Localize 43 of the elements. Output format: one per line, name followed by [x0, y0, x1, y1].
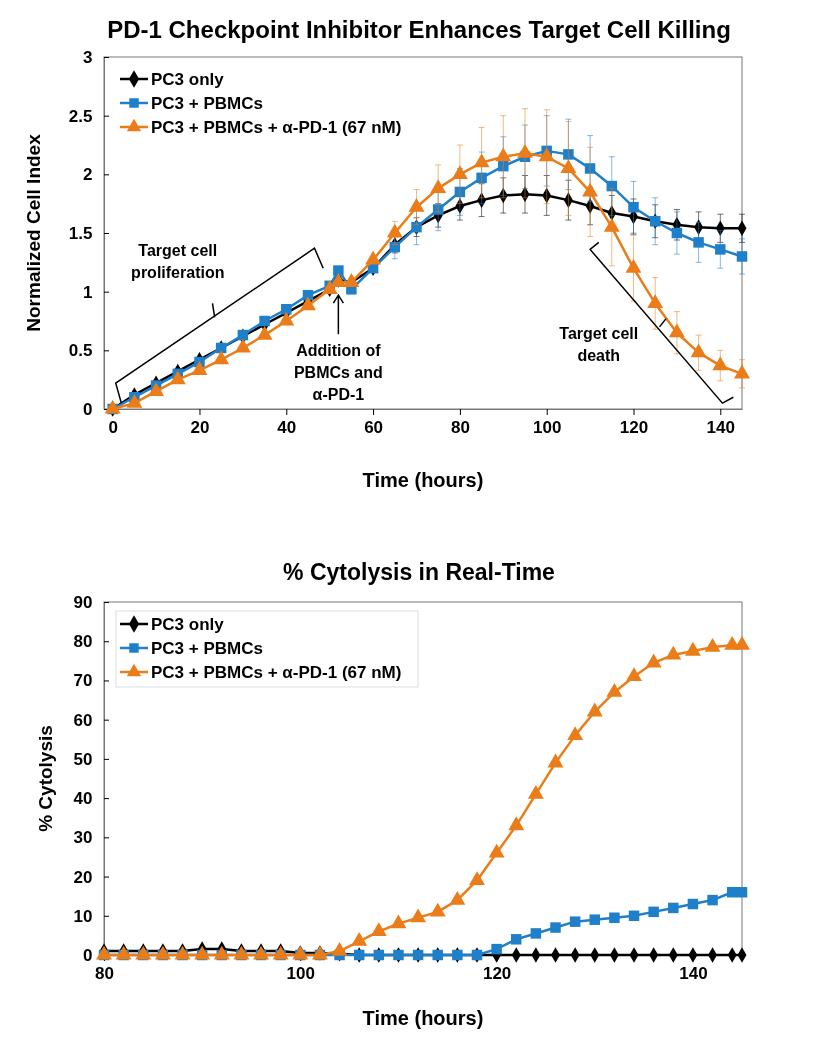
y-tick-label: 20 [73, 867, 93, 887]
x-tick-label: 140 [706, 418, 735, 438]
annotation: Target cell death [559, 324, 639, 364]
x-tick-label: 40 [277, 418, 297, 438]
y-tick-label: 80 [73, 632, 93, 652]
chart-title: PD-1 Checkpoint Inhibitor Enhances Target Cell Killing [107, 16, 731, 43]
x-tick-label: 0 [108, 418, 118, 438]
x-axis-title: Time (hours) [362, 1007, 484, 1029]
y-tick-label: 0 [83, 399, 93, 419]
annotation: Target cell proliferation [131, 242, 225, 282]
legend-label: PC3 + PBMCs [151, 94, 263, 113]
y-axis-title: % Cytolysis [35, 725, 56, 832]
y-tick-label: 10 [73, 906, 93, 926]
x-tick-label: 60 [364, 418, 384, 438]
annotation: Addition of PBMCs and α-PD-1 [293, 342, 383, 404]
y-tick-label: 2 [83, 165, 93, 185]
y-tick-label: 0.5 [68, 341, 93, 361]
legend-label: PC3 + PBMCs + α-PD-1 (67 nM) [151, 118, 402, 137]
x-tick-label: 100 [286, 964, 315, 984]
y-tick-label: 90 [73, 592, 93, 612]
y-tick-label: 60 [73, 710, 93, 730]
y-tick-label: 1 [83, 282, 93, 302]
y-axis-title: Normalized Cell Index [23, 133, 44, 332]
y-tick-label: 40 [73, 789, 93, 809]
legend-label: PC3 + PBMCs + α-PD-1 (67 nM) [151, 663, 402, 682]
legend-label: PC3 only [151, 70, 225, 89]
y-tick-label: 0 [83, 945, 93, 965]
y-tick-label: 30 [73, 828, 93, 848]
x-tick-label: 80 [450, 418, 470, 438]
chart-title: % Cytolysis in Real-Time [283, 559, 555, 585]
legend-label: PC3 only [151, 615, 225, 634]
y-tick-label: 50 [73, 749, 93, 769]
x-tick-label: 20 [190, 418, 210, 438]
y-tick-label: 3 [83, 47, 93, 67]
x-tick-label: 100 [533, 418, 562, 438]
y-tick-label: 70 [73, 671, 93, 691]
x-tick-label: 120 [482, 964, 512, 984]
x-tick-label: 120 [619, 418, 649, 438]
x-tick-label: 140 [679, 964, 708, 984]
y-tick-label: 2.5 [68, 106, 93, 126]
legend-label: PC3 + PBMCs [151, 639, 263, 658]
y-tick-label: 1.5 [68, 223, 93, 243]
x-axis-title: Time (hours) [362, 469, 484, 491]
